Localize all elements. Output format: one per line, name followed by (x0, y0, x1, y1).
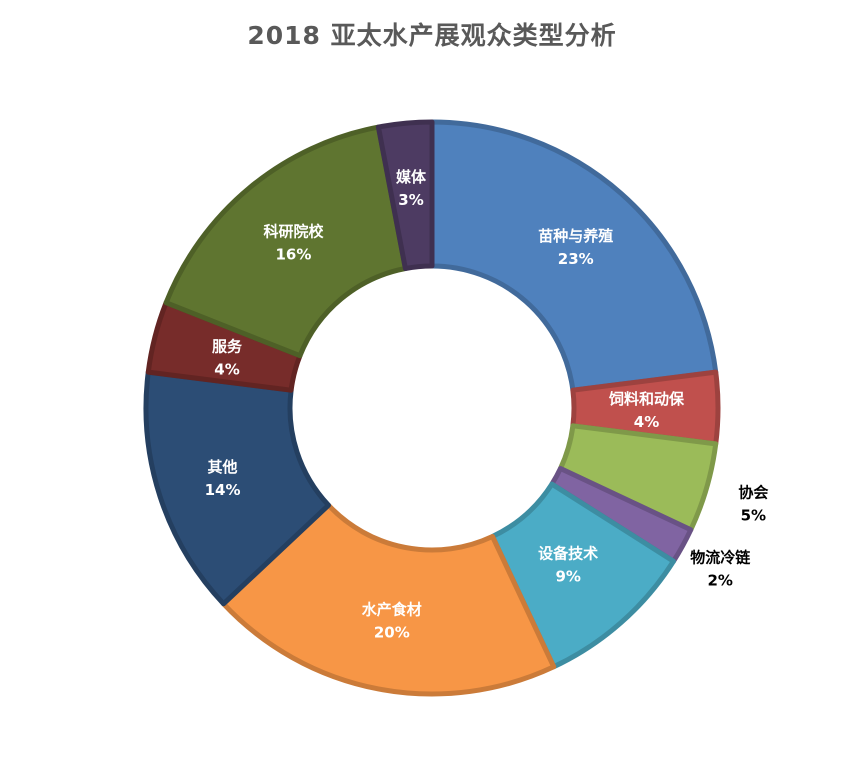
slice-9-value-label: 16% (275, 246, 311, 264)
slice-2-value-label: 4% (634, 413, 659, 431)
slice-4-label: 物流冷链 (690, 548, 751, 566)
slice-7-wedge (143, 369, 331, 607)
slice-9-wedge (163, 124, 408, 359)
slice-2-label: 饲料和动保 (608, 390, 685, 408)
slice-1-value-label: 23% (558, 250, 594, 268)
slice-8-value-label: 4% (214, 360, 239, 378)
slice-5-label: 设备技术 (538, 544, 598, 562)
slice-6-value-label: 20% (374, 624, 410, 642)
slice-3-value-label: 5% (741, 506, 766, 524)
slice-1-label: 苗种与养殖 (538, 227, 613, 245)
slice-5-value-label: 9% (555, 567, 580, 585)
chart-title: 2018 亚太水产展观众类型分析 (247, 21, 617, 50)
slice-7-value-label: 14% (205, 481, 241, 499)
slice-6-wedge (221, 502, 557, 697)
slice-6-label: 水产食材 (362, 601, 422, 619)
slice-7-label: 其他 (208, 458, 238, 476)
slice-4-value-label: 2% (707, 571, 732, 589)
slice-8-label: 服务 (212, 337, 243, 355)
slice-9-label: 科研院校 (263, 223, 324, 241)
slice-10-value-label: 3% (398, 191, 423, 209)
slice-3-label: 协会 (738, 483, 768, 501)
slice-10-label: 媒体 (396, 168, 427, 186)
slice-1-wedge (429, 119, 719, 393)
slice-10-wedge (375, 119, 435, 272)
